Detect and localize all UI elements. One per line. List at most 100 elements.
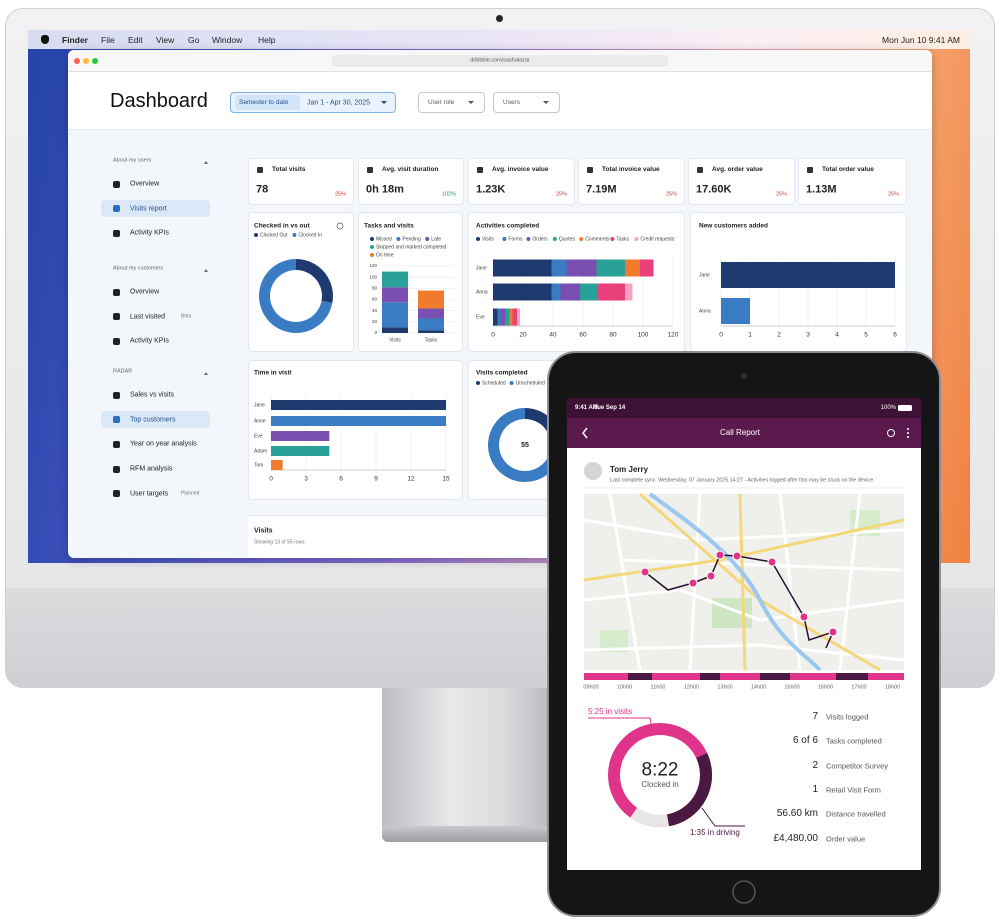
bar-segment	[509, 308, 513, 326]
kpi-change: 25%	[775, 191, 787, 198]
kpi-label: Total invoice value	[602, 165, 660, 173]
dropdown-label: User role	[428, 98, 455, 106]
stat-value: 7	[812, 711, 818, 722]
bar-segment	[382, 271, 408, 288]
map	[583, 492, 905, 672]
stat-label: Tasks completed	[826, 736, 882, 746]
caret	[543, 101, 549, 107]
back-button[interactable]	[582, 427, 588, 439]
pie-slice	[296, 259, 333, 303]
sidebar-item[interactable]: Sales vs visits	[130, 391, 174, 399]
legend-label: Clocked In	[298, 232, 322, 238]
sidebar-icon	[113, 313, 120, 321]
menu-item[interactable]: Go	[188, 34, 200, 45]
bar-segment	[497, 308, 501, 326]
chart-title: New customers added	[699, 223, 768, 230]
legend-label: Orders	[532, 236, 548, 242]
legend-label: Pending	[402, 236, 421, 242]
x-tick-label: 3	[806, 332, 810, 339]
bar-segment	[382, 327, 408, 333]
sidebar-item[interactable]: RFM analysis	[130, 465, 173, 473]
menu-item[interactable]: View	[156, 34, 175, 45]
kpi-value: 0h 18m	[366, 183, 404, 196]
bar	[271, 460, 283, 470]
menu-icon[interactable]	[907, 428, 909, 438]
stat-value: 56.60 km	[776, 808, 818, 820]
minimize-button[interactable]	[83, 58, 89, 64]
timeline-bar	[584, 673, 904, 680]
stat-value: 1	[812, 783, 818, 795]
sidebar-icon	[113, 180, 120, 188]
timeline-label: 13h00	[717, 684, 733, 691]
legend-label: Forms	[508, 236, 523, 242]
url-bar[interactable]	[332, 55, 668, 67]
sidebar-item[interactable]: Activity KPIs	[130, 337, 169, 345]
menu-item[interactable]: File	[101, 34, 115, 45]
bar-segment	[517, 308, 520, 326]
bar-segment	[493, 308, 498, 326]
legend-label: Tasks	[616, 236, 629, 242]
kpi-card	[358, 158, 464, 205]
sidebar-item[interactable]: Overview	[130, 180, 160, 188]
legend-swatch	[509, 381, 514, 385]
sidebar-item[interactable]: User targets	[130, 490, 169, 498]
menu-item[interactable]: Edit	[128, 34, 143, 45]
y-category-label: Anna	[476, 289, 488, 295]
x-tick-label: 80	[609, 332, 617, 339]
kpi-change: 25%	[665, 191, 677, 198]
kpi-icon	[697, 167, 703, 173]
bar-segment	[625, 283, 633, 301]
x-tick-label: 5	[864, 332, 868, 339]
menu-item[interactable]: Help	[258, 34, 276, 45]
stat-label: Order value	[826, 833, 866, 843]
pie-slice	[258, 259, 333, 333]
legend-swatch	[370, 237, 374, 241]
sync-note: Last complete sync: Wednesday, 07 Januar…	[610, 477, 875, 484]
sidebar-item[interactable]: Overview	[130, 288, 160, 296]
home-button[interactable]	[732, 880, 756, 904]
sidebar-item[interactable]: Visits report	[130, 205, 167, 213]
sidebar-item[interactable]: Top customers	[130, 416, 176, 424]
dropdown[interactable]	[418, 92, 485, 113]
app-menu[interactable]: Finder	[62, 34, 88, 45]
y-category-label: Tom	[254, 462, 263, 468]
bar-segment	[418, 290, 444, 309]
sidebar-icon	[113, 465, 120, 473]
history-icon[interactable]	[887, 429, 895, 437]
status-date: Tue Sep 14	[594, 405, 626, 411]
sidebar-item[interactable]: Last visited	[130, 313, 166, 321]
bar-segment	[512, 308, 517, 326]
x-tick-label: 0	[491, 332, 495, 339]
kpi-change: 102%	[441, 191, 456, 198]
info-icon	[336, 222, 344, 230]
close-button[interactable]	[74, 58, 80, 64]
bar-segment	[382, 287, 408, 303]
legend-label: On time	[376, 252, 394, 258]
kpi-value: 1.13M	[806, 183, 837, 196]
bar-segment	[551, 259, 567, 277]
dropdown[interactable]	[493, 92, 560, 113]
kpi-card	[578, 158, 685, 205]
stat-label: Distance travelled	[826, 809, 886, 819]
sidebar-item[interactable]: Year on year analysis	[130, 440, 197, 448]
chart-title: Activities completed	[476, 223, 539, 230]
status-battery: 100%	[880, 405, 896, 411]
caret	[381, 101, 387, 107]
y-category-label: Jane	[254, 402, 265, 408]
visits-time: 5:25 in visits	[588, 707, 633, 716]
bar-segment	[566, 259, 597, 277]
x-tick-label: 20	[519, 332, 527, 339]
sidebar-item[interactable]: Activity KPIs	[130, 229, 169, 237]
sidebar-icon	[113, 416, 120, 424]
menu-item[interactable]: Window	[212, 34, 243, 45]
x-tick-label: 40	[549, 332, 557, 339]
sidebar-icon	[113, 440, 120, 448]
legend-swatch	[292, 233, 297, 237]
bar-segment	[596, 259, 625, 277]
clock: Mon Jun 10 9:41 AM	[882, 34, 960, 45]
zoom-button[interactable]	[92, 58, 98, 64]
legend-swatch	[634, 237, 639, 241]
x-tick-label: 0	[269, 476, 273, 483]
contact-name: Tom Jerry	[610, 465, 649, 474]
